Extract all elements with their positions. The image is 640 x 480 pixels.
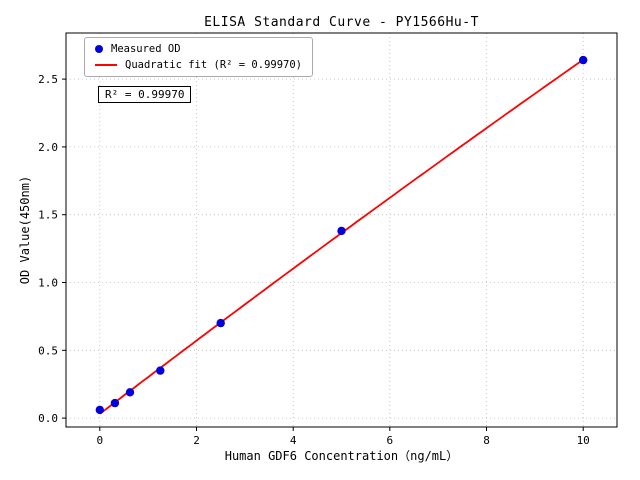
y-axis-label: OD Value(450nm) [18, 175, 32, 285]
x-tick-label: 4 [290, 434, 297, 447]
measured-od-marker-icon [95, 45, 103, 53]
y-tick-label: 2.0 [38, 141, 58, 154]
x-tick-label: 2 [193, 434, 200, 447]
x-tick-label: 6 [386, 434, 393, 447]
x-tick-label: 0 [96, 434, 103, 447]
data-point [110, 398, 120, 408]
x-tick-label: 10 [577, 434, 590, 447]
x-tick-label: 8 [483, 434, 490, 447]
data-point [579, 55, 588, 65]
r2-annotation: R² = 0.99970 [98, 86, 192, 103]
legend-label-measured: Measured OD [111, 43, 181, 55]
chart-title: ELISA Standard Curve - PY1566Hu-T [204, 15, 479, 30]
data-point [216, 318, 225, 328]
y-tick-label: 0.5 [38, 344, 58, 357]
data-point [125, 388, 135, 397]
y-tick-label: 1.5 [38, 209, 58, 222]
legend-entry-fit: Quadratic fit (R² = 0.99970) [95, 59, 302, 71]
y-tick-label: 1.0 [38, 277, 58, 290]
data-point [95, 405, 105, 415]
data-point [156, 366, 165, 375]
legend-label-fit: Quadratic fit (R² = 0.99970) [125, 59, 303, 71]
y-tick-label: 2.5 [38, 73, 58, 86]
fit-line-marker-icon [95, 64, 117, 66]
x-axis-label: Human GDF6 Concentration（ng/mL） [224, 449, 459, 463]
quadratic-fit-line [99, 58, 584, 415]
data-point [337, 226, 346, 236]
y-tick-label: 0.0 [38, 412, 58, 425]
legend: Measured OD Quadratic fit (R² = 0.99970) [84, 37, 314, 77]
plot-border [65, 32, 618, 428]
legend-entry-measured: Measured OD [95, 43, 302, 55]
